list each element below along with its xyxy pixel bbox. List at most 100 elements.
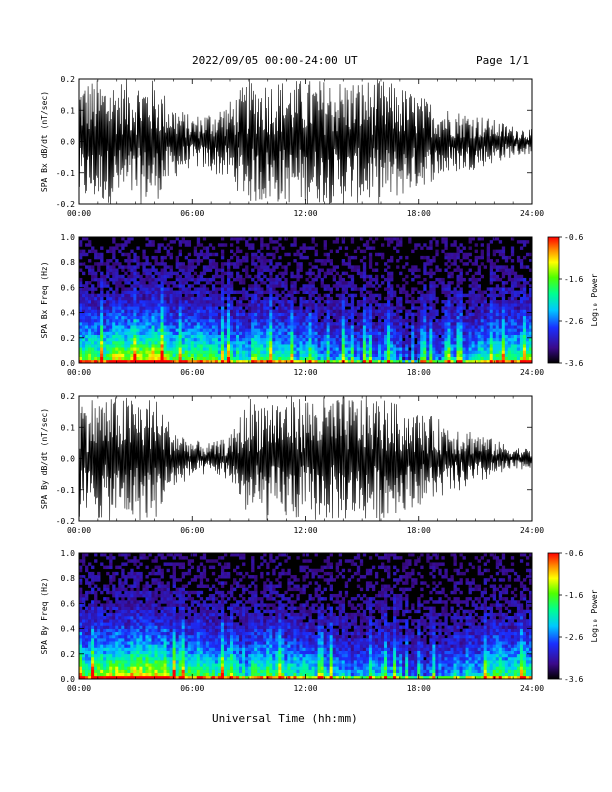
heatmap-cell [233, 262, 237, 266]
heatmap-cell [118, 318, 122, 323]
heatmap-cell [142, 265, 146, 269]
heatmap-cell [498, 359, 503, 364]
heatmap-cell [121, 268, 125, 272]
heatmap-cell [236, 353, 240, 357]
heatmap-cell [269, 303, 273, 307]
heatmap-cell [492, 340, 497, 345]
heatmap-cell [79, 293, 83, 298]
heatmap-cell [233, 296, 237, 301]
heatmap-cell [230, 337, 234, 342]
heatmap-cell [519, 259, 524, 263]
heatmap-cell [275, 265, 279, 269]
heatmap-cell [151, 328, 155, 332]
heatmap-cell [220, 249, 225, 254]
heatmap-cell [353, 265, 358, 269]
heatmap-cell [329, 306, 333, 310]
heatmap-cell [172, 296, 176, 301]
heatmap-cell [251, 252, 255, 257]
heatmap-cell [519, 328, 524, 332]
heatmap-cell [172, 337, 176, 342]
heatmap-cell [528, 350, 533, 354]
heatmap-cell [305, 337, 309, 342]
heatmap-cell [145, 259, 149, 263]
heatmap-cell [257, 331, 261, 335]
heatmap-cell [136, 271, 140, 276]
heatmap-cell [296, 322, 300, 326]
heatmap-cell [368, 293, 373, 298]
heatmap-cell [474, 318, 478, 323]
heatmap-cell [178, 290, 182, 294]
heatmap-cell [314, 287, 318, 291]
heatmap-cell [513, 271, 518, 276]
heatmap-cell [362, 262, 367, 266]
heatmap-cell [136, 331, 140, 335]
heatmap-cell [106, 669, 110, 673]
heatmap-cell [390, 322, 394, 326]
heatmap-cell [91, 265, 95, 269]
heatmap-cell [456, 328, 460, 332]
heatmap-cell [124, 315, 128, 320]
heatmap-cell [275, 240, 279, 244]
heatmap-cell [356, 303, 361, 307]
heatmap-cell [501, 318, 506, 323]
heatmap-cell [79, 287, 83, 291]
heatmap-cell [290, 334, 294, 339]
heatmap-cell [374, 281, 379, 285]
heatmap-cell [347, 344, 352, 348]
heatmap-cell [79, 315, 83, 320]
heatmap-cell [344, 303, 349, 307]
heatmap-cell [441, 315, 445, 320]
heatmap-cell [226, 318, 231, 323]
heatmap-cell [263, 331, 267, 335]
heatmap-cell [368, 303, 373, 307]
heatmap-cell [254, 331, 258, 335]
heatmap-cell [254, 337, 258, 342]
heatmap-cell [79, 252, 83, 257]
heatmap-cell [465, 325, 469, 329]
heatmap-cell [381, 331, 385, 335]
heatmap-cell [145, 322, 149, 326]
heatmap-cell [293, 287, 297, 291]
heatmap-cell [263, 350, 267, 354]
heatmap-cell [157, 249, 161, 254]
heatmap-cell [293, 356, 297, 361]
heatmap-cell [97, 344, 101, 348]
heatmap-cell [290, 322, 294, 326]
heatmap-cell [432, 309, 436, 313]
heatmap-cell [133, 344, 137, 348]
heatmap-cell [260, 347, 264, 351]
heatmap-cell [172, 303, 176, 307]
heatmap-cell [368, 356, 373, 361]
heatmap-cell [175, 306, 179, 310]
heatmap-cell [335, 350, 340, 354]
heatmap-cell [317, 347, 321, 351]
heatmap-cell [163, 353, 167, 357]
heatmap-cell [100, 281, 104, 285]
heatmap-cell [468, 353, 472, 357]
heatmap-cell [504, 318, 509, 323]
heatmap-cell [88, 315, 92, 320]
heatmap-cell [420, 293, 424, 298]
heatmap-cell [384, 309, 388, 313]
heatmap-cell [489, 293, 494, 298]
heatmap-cell [248, 287, 252, 291]
heatmap-cell [160, 281, 164, 285]
heatmap-cell [103, 634, 107, 639]
heatmap-cell [302, 322, 306, 326]
heatmap-cell [97, 622, 101, 626]
heatmap-cell [202, 290, 207, 294]
heatmap-cell [414, 246, 418, 250]
heatmap-cell [308, 268, 312, 272]
heatmap-cell [257, 328, 261, 332]
heatmap-cell [408, 240, 412, 244]
heatmap-cell [411, 300, 415, 304]
y-axis-label: SPA Bx Freq (Hz) [40, 261, 49, 338]
heatmap-cell [387, 328, 391, 332]
heatmap-cell [293, 315, 297, 320]
heatmap-cell [414, 287, 418, 291]
heatmap-cell [459, 309, 463, 313]
heatmap-cell [266, 331, 270, 335]
heatmap-cell [347, 350, 352, 354]
heatmap-cell [239, 356, 243, 361]
heatmap-cell [112, 331, 116, 335]
